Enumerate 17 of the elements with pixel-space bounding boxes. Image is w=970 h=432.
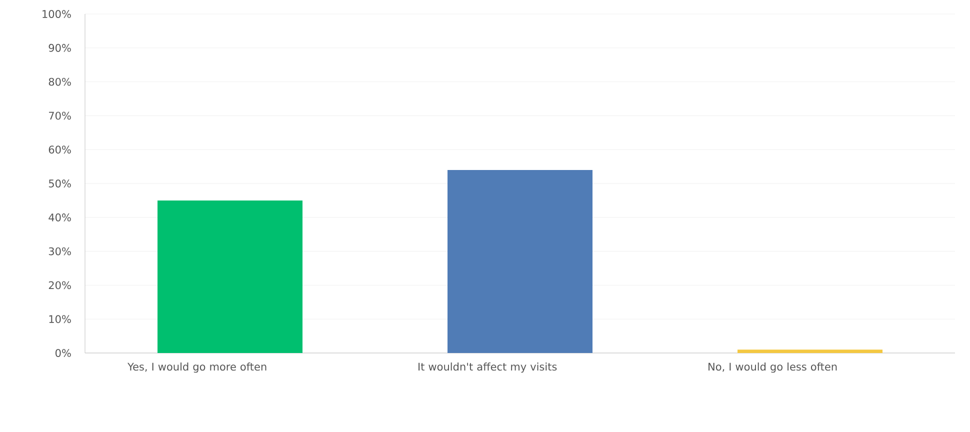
y-tick-label: 90% [48, 44, 71, 52]
y-tick-label: 20% [48, 281, 71, 290]
x-tick-label: Yes, I would go more often [127, 362, 266, 373]
bar [158, 200, 303, 353]
y-tick-label: 50% [48, 180, 71, 188]
x-tick-label: It wouldn't affect my visits [418, 362, 557, 373]
y-tick-label: 70% [49, 112, 71, 120]
y-tick-label: 40% [48, 213, 71, 222]
y-tick-label: 30% [48, 247, 71, 256]
y-tick-label: 0% [56, 349, 71, 357]
x-tick-label: No, I would go less often [708, 362, 837, 373]
y-tick-label: 60% [48, 146, 71, 154]
y-tick-label: 10% [49, 315, 71, 324]
bar [448, 170, 593, 353]
y-tick-label: 80% [48, 78, 71, 86]
bar [738, 350, 883, 353]
y-tick-label: 100% [42, 10, 71, 18]
